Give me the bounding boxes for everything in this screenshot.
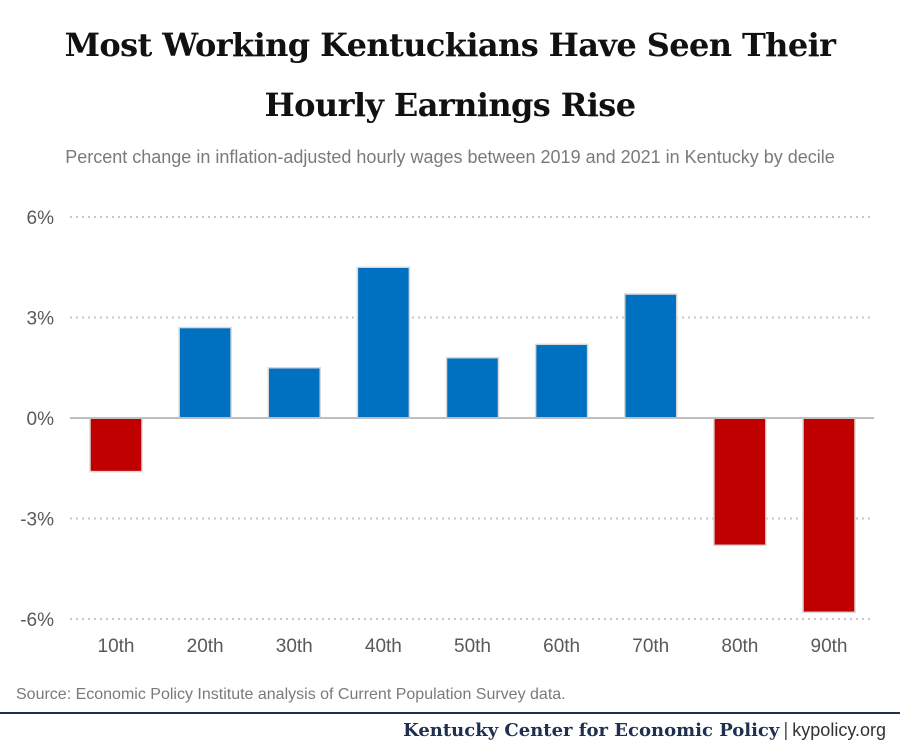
y-tick-label: -3% (20, 510, 54, 531)
x-tick-label: 80th (721, 636, 758, 657)
bar-chart: 6% 3% 0% -3% -6% 10th 20th 30th 40th 50th 60th 70th… (20, 208, 874, 657)
y-tick-label: 3% (27, 309, 55, 330)
y-tick-label: 0% (27, 409, 55, 430)
x-tick-label: 20th (187, 636, 224, 657)
footer-credit: Kentucky Center for Economic Policy | kypo… (403, 720, 886, 742)
x-tick-label: 10th (98, 636, 135, 657)
y-tick-label: 6% (27, 208, 55, 229)
footer-separator: | (783, 720, 789, 741)
x-tick-label: 90th (811, 636, 848, 657)
source-note: Source: Economic Policy Institute analys… (16, 686, 566, 703)
x-tick-label: 40th (365, 636, 402, 657)
website-link[interactable]: kypolicy.org (792, 720, 886, 740)
x-tick-label: 30th (276, 636, 313, 657)
bar-60th (534, 343, 589, 419)
bar-10th (89, 417, 143, 473)
bar-70th (624, 293, 678, 419)
bar-20th (178, 326, 232, 419)
bar-30th (267, 367, 321, 419)
chart-title-line-1: Most Working Kentuckians Have Seen Their (64, 26, 836, 64)
x-tick-label: 50th (454, 636, 491, 657)
x-tick-label: 70th (632, 636, 669, 657)
bar-40th (356, 266, 411, 419)
y-tick-label: -6% (20, 610, 54, 631)
footer-divider (0, 712, 900, 714)
chart-title-line-2: Hourly Earnings Rise (264, 86, 637, 124)
bar-80th (713, 417, 767, 547)
org-name: Kentucky Center for Economic Policy (403, 720, 780, 741)
bar-90th (802, 417, 856, 614)
chart-subtitle: Percent change in inflation-adjusted hou… (65, 147, 835, 167)
x-tick-label: 60th (543, 636, 580, 657)
bar-50th (445, 356, 500, 419)
